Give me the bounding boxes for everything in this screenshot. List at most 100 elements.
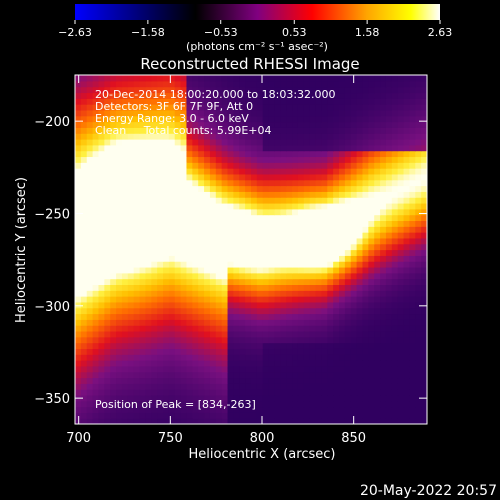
heatmap-cell <box>350 232 358 239</box>
heatmap-cell <box>297 150 305 158</box>
heatmap-cell <box>139 284 146 291</box>
heatmap-cell <box>362 255 369 262</box>
heatmap-cell <box>198 168 205 175</box>
heatmap-cell <box>268 377 276 384</box>
heatmap-cell <box>204 307 211 315</box>
heatmap-cell <box>321 319 328 326</box>
heatmap-cell <box>344 371 352 379</box>
heatmap-cell <box>268 412 276 419</box>
heatmap-cell <box>380 197 387 204</box>
heatmap-cell <box>151 249 158 256</box>
heatmap-cell <box>139 400 146 408</box>
heatmap-cell <box>309 173 317 181</box>
heatmap-cell <box>98 278 105 285</box>
heatmap-cell <box>292 301 299 309</box>
heatmap-cell <box>116 121 123 128</box>
heatmap-cell <box>209 92 217 99</box>
heatmap-cell <box>333 400 340 408</box>
heatmap-cell <box>333 150 340 158</box>
heatmap-cell <box>344 168 352 175</box>
heatmap-cell <box>168 319 176 326</box>
heatmap-cell <box>256 394 264 402</box>
heatmap-cell <box>339 325 346 332</box>
heatmap-cell <box>297 325 305 332</box>
heatmap-cell <box>309 202 317 210</box>
heatmap-cell <box>233 377 240 384</box>
heatmap-cell <box>116 342 123 349</box>
heatmap-cell <box>421 185 427 192</box>
heatmap-cell <box>163 272 170 280</box>
heatmap-cell <box>415 325 422 332</box>
heatmap-cell <box>368 319 375 326</box>
heatmap-cell <box>75 412 82 419</box>
heatmap-cell <box>221 80 229 88</box>
heatmap-cell <box>374 330 381 338</box>
heatmap-cell <box>92 377 100 384</box>
heatmap-cell <box>385 208 393 216</box>
heatmap-cell <box>157 301 164 309</box>
heatmap-cell <box>415 354 422 361</box>
heatmap-cell <box>344 336 352 344</box>
heatmap-cell <box>186 400 193 408</box>
heatmap-cell <box>274 319 281 326</box>
heatmap-cell <box>180 220 188 227</box>
heatmap-cell <box>75 377 82 384</box>
heatmap-cell <box>303 92 311 99</box>
heatmap-cell <box>256 98 264 105</box>
heatmap-cell <box>180 80 188 88</box>
heatmap-cell <box>350 377 358 384</box>
heatmap-cell <box>157 162 164 169</box>
heatmap-cell <box>233 80 240 88</box>
heatmap-cell <box>127 109 135 117</box>
heatmap-cell <box>174 389 182 396</box>
heatmap-cell <box>303 377 311 384</box>
heatmap-cell <box>86 319 94 326</box>
heatmap-cell <box>239 191 246 198</box>
heatmap-cell <box>297 377 305 384</box>
heatmap-cell <box>121 325 129 332</box>
heatmap-cell <box>356 115 364 123</box>
heatmap-cell <box>186 156 193 163</box>
heatmap-cell <box>86 348 94 355</box>
heatmap-cell <box>127 202 135 210</box>
heatmap-cell <box>251 121 258 128</box>
heatmap-cell <box>280 371 287 379</box>
heatmap-cell <box>292 197 299 204</box>
heatmap-cell <box>192 383 199 390</box>
heatmap-cell <box>92 348 100 355</box>
heatmap-cell <box>303 348 311 355</box>
heatmap-cell <box>374 127 381 134</box>
heatmap-cell <box>139 214 146 222</box>
heatmap-cell <box>180 389 188 396</box>
heatmap-cell <box>209 243 217 251</box>
heatmap-cell <box>303 360 311 367</box>
heatmap-cell <box>368 86 375 94</box>
heatmap-cell <box>98 307 105 315</box>
heatmap-cell <box>385 232 393 239</box>
heatmap-cell <box>110 284 117 291</box>
heatmap-cell <box>274 214 281 222</box>
heatmap-cell <box>239 307 246 315</box>
heatmap-cell <box>403 80 410 88</box>
heatmap-cell <box>397 168 405 175</box>
heatmap-cell <box>262 319 270 326</box>
heatmap-cell <box>139 226 146 233</box>
heatmap-cell <box>274 371 281 379</box>
heatmap-cell <box>121 150 129 158</box>
heatmap-cell <box>110 278 117 285</box>
heatmap-cell <box>409 394 416 402</box>
heatmap-cell <box>356 226 364 233</box>
heatmap-cell <box>204 109 211 117</box>
heatmap-cell <box>415 237 422 245</box>
heatmap-cell <box>86 214 94 222</box>
heatmap-cell <box>80 383 88 390</box>
heatmap-cell <box>233 133 240 140</box>
heatmap-cell <box>391 261 399 268</box>
heatmap-image <box>75 75 427 424</box>
heatmap-cell <box>209 138 217 146</box>
heatmap-cell <box>397 115 405 123</box>
heatmap-cell <box>92 121 100 128</box>
heatmap-cell <box>157 179 164 187</box>
heatmap-cell <box>415 75 422 82</box>
heatmap-cell <box>391 150 399 158</box>
